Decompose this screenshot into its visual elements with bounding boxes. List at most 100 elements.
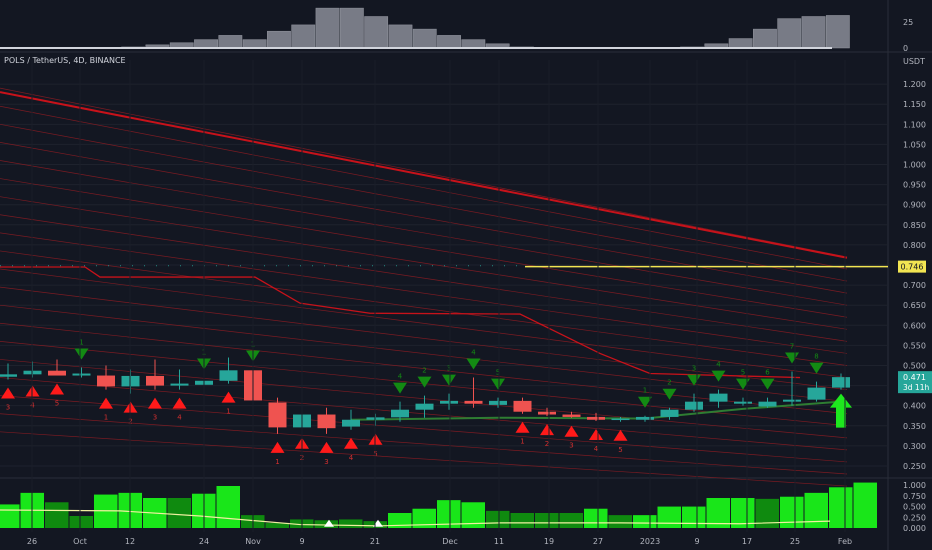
sell-signal-count: 4 xyxy=(716,361,721,369)
sell-signal-triangle xyxy=(760,378,775,390)
profile-bar xyxy=(291,24,316,49)
buy-signal-triangle xyxy=(344,437,358,449)
candle-body xyxy=(538,411,556,415)
price-axis-tick: 0.300 xyxy=(903,442,926,451)
volume-bar xyxy=(535,513,559,528)
breakout-arrow xyxy=(830,393,852,428)
candle-body xyxy=(146,375,164,386)
volume-bar xyxy=(829,487,853,528)
volume-bar xyxy=(0,504,20,528)
profile-bar xyxy=(194,39,218,49)
regression-line xyxy=(0,431,848,487)
main-trend-line xyxy=(0,91,848,259)
candle-body xyxy=(587,416,605,420)
price-axis-tick: 0.900 xyxy=(903,201,926,210)
candle-body xyxy=(72,373,91,376)
buy-signal-count: 2 xyxy=(545,440,549,448)
sell-signal-count: 7 xyxy=(790,343,794,351)
sell-signal-count: 3 xyxy=(447,365,451,373)
volume-bar xyxy=(510,513,534,528)
regression-line xyxy=(0,250,848,366)
time-axis-tick: Nov xyxy=(245,537,261,546)
volume-bar xyxy=(780,496,804,528)
buy-signal-triangle xyxy=(148,397,162,409)
price-axis-tick: 1.150 xyxy=(903,100,926,109)
volume-bar xyxy=(265,522,289,528)
profile-bar xyxy=(777,18,802,49)
candle-body xyxy=(391,409,409,418)
price-axis-tick: 0.650 xyxy=(903,301,926,310)
volume-bar xyxy=(45,502,69,528)
buy-signal-triangle xyxy=(270,441,285,453)
buy-signal-count: 4 xyxy=(30,402,35,410)
sell-signal-triangle xyxy=(662,388,677,400)
candle-body xyxy=(97,375,115,387)
volume-profile-pane: 25 0 xyxy=(0,7,913,53)
buy-signal-count: 4 xyxy=(177,414,182,422)
candle-body xyxy=(170,383,189,386)
profile-bar xyxy=(461,39,486,49)
profile-bar xyxy=(242,39,267,49)
price-axis-tick: 0.800 xyxy=(903,241,926,250)
buy-signal-count: 1 xyxy=(275,458,279,466)
price-axis-tick: 0.350 xyxy=(903,422,926,431)
volume-bar xyxy=(412,508,436,528)
time-axis-tick: 9 xyxy=(694,537,699,546)
regression-line xyxy=(0,196,848,330)
time-axis-tick: 25 xyxy=(790,537,800,546)
volume-bar xyxy=(486,510,510,528)
regression-line xyxy=(0,359,848,439)
regression-line xyxy=(0,377,848,451)
volume-bar xyxy=(339,519,363,528)
price-axis-tick: 0.500 xyxy=(903,361,926,370)
sell-signal-count: 4 xyxy=(398,373,403,381)
regression-line xyxy=(0,123,848,282)
sell-signal-triangle xyxy=(466,358,481,370)
volume-bar xyxy=(69,516,93,528)
volume-bar xyxy=(853,482,877,528)
candle-body xyxy=(317,414,336,429)
candle-body xyxy=(0,374,17,377)
buy-signal-triangle xyxy=(319,441,334,453)
time-axis-tick: 17 xyxy=(742,537,752,546)
volume-axis-tick: 0.250 xyxy=(903,513,926,522)
time-axis-tick: 2023 xyxy=(640,537,660,546)
buy-signal-count: 5 xyxy=(618,446,622,454)
regression-line xyxy=(0,178,848,318)
buy-signal-triangle xyxy=(515,421,530,433)
buy-signal-count: 4 xyxy=(594,445,599,453)
volume-bar xyxy=(167,498,191,528)
sell-signal-triangle xyxy=(785,352,799,364)
volume-bar xyxy=(388,513,412,528)
candle-body xyxy=(807,387,826,400)
time-axis-tick: 9 xyxy=(299,537,304,546)
buy-signal-count: 3 xyxy=(153,414,157,422)
price-axis-tick: 0.950 xyxy=(903,181,926,190)
buy-signal-triangle xyxy=(564,425,579,437)
current-price-tag xyxy=(898,260,926,273)
buy-signal-count: 1 xyxy=(104,414,108,422)
regression-line xyxy=(0,87,848,258)
profile-bar xyxy=(412,28,437,49)
price-axis-tick: 1.200 xyxy=(903,80,926,89)
last-price-tag xyxy=(898,371,932,394)
buy-signal-triangle xyxy=(1,387,15,399)
candle-body xyxy=(562,414,581,417)
time-axis: 26 Oct 12 24 Nov 9 21 Dec 11 19 27 2023 9 17 25 Feb xyxy=(27,60,852,546)
candle-body xyxy=(685,401,703,410)
time-axis-tick: 27 xyxy=(593,537,603,546)
profile-bar xyxy=(267,30,291,49)
candle-body xyxy=(660,409,679,417)
buy-signal-triangle xyxy=(99,397,113,409)
price-axis-tick: 1.100 xyxy=(903,120,926,129)
regression-line xyxy=(0,413,848,475)
sell-signal-count: 5 xyxy=(496,369,500,377)
profile-bar xyxy=(388,24,413,49)
regression-line xyxy=(0,105,848,270)
volume-bar xyxy=(731,498,755,528)
volume-bar xyxy=(461,502,485,528)
time-axis-tick: Oct xyxy=(73,537,87,546)
candle-body xyxy=(464,400,483,404)
price-axis-tick: 0.400 xyxy=(903,402,926,411)
